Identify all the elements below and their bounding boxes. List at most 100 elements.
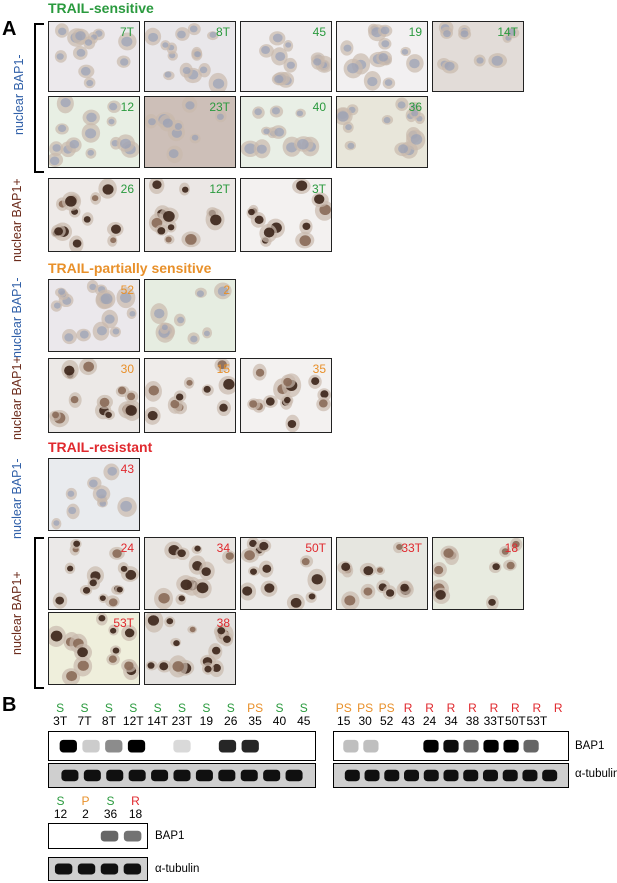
cell-nucleus — [83, 361, 95, 372]
lane-sample: 34 — [444, 714, 458, 728]
cell-nucleus — [96, 488, 107, 499]
cell-nucleus — [285, 42, 292, 48]
bap1-band — [173, 739, 191, 753]
cell-nucleus — [337, 111, 349, 122]
ihc-cells — [145, 359, 235, 425]
tile-label: 30 — [120, 362, 134, 376]
lane-sample: 15 — [337, 714, 351, 728]
cell-nucleus — [163, 210, 175, 222]
ihc-tile: 18 — [432, 537, 524, 610]
cell-nucleus — [53, 520, 60, 526]
cell-nucleus — [166, 618, 174, 625]
bap1-band — [343, 739, 359, 753]
cell-nucleus — [271, 107, 280, 115]
lane-sample: 8T — [101, 714, 116, 728]
bap1-band — [483, 739, 499, 753]
lane-sample: 33T — [483, 714, 505, 728]
lane-class: R — [446, 701, 456, 715]
cell-nucleus — [283, 396, 291, 404]
bap1-band — [463, 739, 479, 753]
lane-class: S — [177, 701, 186, 715]
cell-nucleus — [249, 539, 257, 548]
cell-nucleus — [191, 134, 199, 141]
cell-nucleus — [148, 32, 159, 42]
cell-nucleus — [297, 138, 309, 150]
tile-label: 53T — [113, 616, 134, 630]
tubulin-band — [384, 769, 400, 782]
cell-nucleus — [125, 405, 137, 416]
lane-sample: 19 — [199, 714, 214, 728]
cell-nucleus — [162, 42, 169, 48]
ihc-tile: 30 — [48, 358, 140, 433]
blot2-bap1-label: BAP1 — [575, 740, 605, 752]
cell-nucleus — [177, 549, 186, 558]
bap1-band — [59, 739, 77, 753]
cell-nucleus — [58, 288, 66, 295]
cell-nucleus — [120, 500, 132, 512]
cell-nucleus — [296, 180, 308, 191]
cell-nucleus — [50, 630, 63, 642]
section-title-partial: TRAIL-partially sensitive — [48, 260, 212, 276]
cell-nucleus — [112, 647, 120, 654]
cell-nucleus — [87, 149, 94, 156]
lane-sample: 36 — [103, 807, 118, 821]
cell-nucleus — [173, 640, 180, 647]
ihc-tile: 45 — [240, 21, 332, 92]
cell-nucleus — [196, 582, 209, 594]
cell-nucleus — [174, 123, 183, 130]
cell-nucleus — [223, 378, 235, 390]
ihc-cells — [241, 538, 327, 609]
blot2-bap1-bands — [343, 739, 539, 753]
lane-sample: 50T — [505, 714, 526, 728]
ihc-tile: 35 — [240, 358, 332, 433]
lane-class: S — [56, 701, 65, 715]
ihc-cells — [150, 282, 232, 345]
cell-nucleus — [165, 236, 172, 243]
cell-nucleus — [296, 110, 304, 117]
cell-nucleus — [409, 58, 420, 69]
cell-nucleus — [108, 655, 117, 663]
tubulin-band — [443, 769, 459, 782]
cell-nucleus — [56, 53, 64, 60]
cell-nucleus — [182, 66, 191, 75]
cell-nucleus — [52, 144, 61, 152]
bap1-band — [523, 739, 539, 753]
lane-sample: 26 — [224, 714, 238, 728]
lane-class: S — [129, 701, 138, 715]
cell-nucleus — [91, 195, 99, 202]
cell-nucleus — [506, 561, 515, 570]
cell-nucleus — [398, 144, 409, 154]
tile-label: 52 — [120, 283, 134, 297]
bap1-band — [123, 830, 142, 842]
lane-sample: 24 — [422, 714, 437, 728]
cell-nucleus — [199, 66, 208, 74]
row-label-sensitive-pos: nuclear BAP1+ — [10, 178, 24, 262]
tile-label: 50T — [305, 541, 326, 555]
cell-nucleus — [264, 583, 275, 593]
ihc-cells — [246, 179, 331, 249]
lane-sample: 40 — [272, 714, 287, 728]
row-label-resistant-pos: nuclear BAP1+ — [10, 571, 24, 655]
ihc-cells — [52, 539, 139, 609]
ihc-tile: 8T — [144, 21, 236, 92]
tubulin-band — [173, 769, 191, 782]
ihc-tile: 2 — [144, 279, 236, 352]
lane-class: R — [532, 701, 542, 715]
ihc-cells — [49, 359, 139, 428]
row-label-partial-neg: nuclear BAP1- — [10, 277, 24, 358]
ihc-cells — [437, 22, 520, 74]
tile-label: 33T — [401, 541, 422, 555]
cell-nucleus — [401, 49, 409, 55]
cell-nucleus — [147, 662, 155, 669]
cell-nucleus — [80, 66, 91, 76]
tubulin-band — [364, 769, 380, 782]
tile-label: 14T — [497, 25, 518, 39]
cell-nucleus — [129, 310, 136, 317]
cell-nucleus — [53, 302, 61, 309]
cell-nucleus — [263, 227, 275, 238]
cell-nucleus — [164, 71, 172, 78]
cell-nucleus — [120, 58, 129, 66]
cell-nucleus — [223, 635, 231, 643]
tubulin-band — [218, 769, 236, 782]
tubulin-band — [482, 769, 498, 782]
